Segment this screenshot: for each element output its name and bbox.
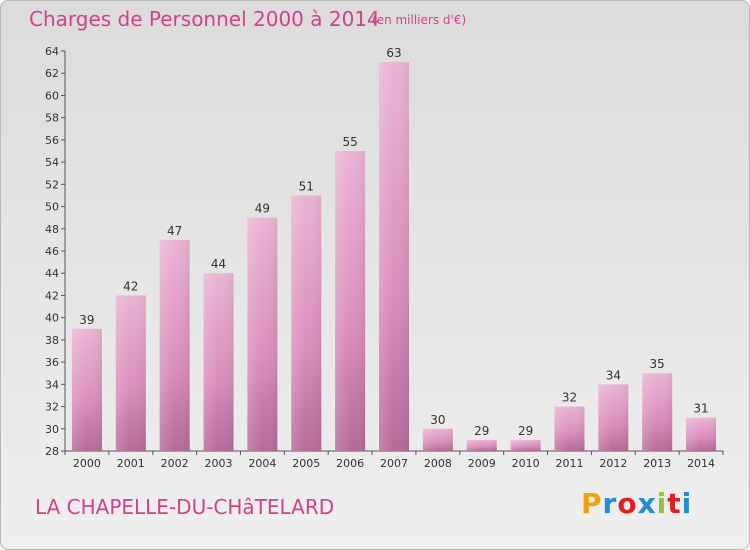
y-tick-label: 34 bbox=[45, 378, 59, 391]
logo-letter: P bbox=[581, 487, 603, 520]
y-tick-label: 60 bbox=[45, 89, 59, 102]
y-tick-label: 44 bbox=[45, 267, 59, 280]
data-label: 51 bbox=[299, 179, 314, 193]
data-label: 29 bbox=[474, 424, 489, 438]
bar-shade bbox=[335, 151, 366, 451]
data-label: 34 bbox=[606, 368, 621, 382]
logo-letter: i bbox=[681, 487, 693, 520]
y-tick-label: 48 bbox=[45, 223, 59, 236]
data-label: 30 bbox=[430, 413, 445, 427]
x-tick-label: 2010 bbox=[512, 457, 540, 470]
bar-shade bbox=[686, 417, 717, 451]
x-tick-label: 2013 bbox=[643, 457, 671, 470]
x-tick-label: 2009 bbox=[468, 457, 496, 470]
y-tick-label: 30 bbox=[45, 423, 59, 436]
logo-letter: o bbox=[617, 487, 638, 520]
y-tick-label: 38 bbox=[45, 334, 59, 347]
data-label: 29 bbox=[518, 424, 533, 438]
bar-shade bbox=[247, 217, 278, 451]
x-tick-label: 2014 bbox=[687, 457, 715, 470]
x-tick-label: 2004 bbox=[248, 457, 276, 470]
logo-letter: i bbox=[656, 487, 668, 520]
bar-shade bbox=[554, 406, 585, 451]
bar-shade bbox=[379, 62, 409, 451]
x-tick-label: 2012 bbox=[599, 457, 627, 470]
data-label: 32 bbox=[562, 391, 577, 405]
bar-shade bbox=[203, 273, 234, 451]
y-tick-label: 40 bbox=[45, 312, 59, 325]
data-label: 63 bbox=[386, 46, 401, 60]
data-label: 42 bbox=[123, 279, 138, 293]
bar-shade bbox=[510, 439, 541, 451]
bar-shade bbox=[291, 195, 322, 451]
y-tick-label: 58 bbox=[45, 112, 59, 125]
y-tick-label: 36 bbox=[45, 356, 59, 369]
bar-shade bbox=[422, 428, 453, 451]
x-tick-label: 2006 bbox=[336, 457, 364, 470]
data-label: 47 bbox=[167, 224, 182, 238]
y-tick-label: 64 bbox=[45, 45, 59, 58]
y-tick-label: 54 bbox=[45, 156, 59, 169]
data-label: 39 bbox=[79, 313, 94, 327]
y-tick-label: 62 bbox=[45, 67, 59, 80]
x-tick-label: 2002 bbox=[161, 457, 189, 470]
x-tick-label: 2005 bbox=[292, 457, 320, 470]
y-tick-label: 28 bbox=[45, 445, 59, 458]
bar-shade bbox=[115, 295, 146, 451]
logo-letter: r bbox=[602, 487, 618, 520]
y-tick-label: 56 bbox=[45, 134, 59, 147]
logo-letter: t bbox=[667, 487, 682, 520]
chart-subtitle: (en milliers d'€) bbox=[372, 13, 467, 27]
chart-title: Charges de Personnel 2000 à 2014 bbox=[29, 7, 380, 31]
bar-shade bbox=[642, 373, 673, 451]
data-label: 44 bbox=[211, 257, 226, 271]
y-tick-label: 50 bbox=[45, 201, 59, 214]
y-tick-label: 46 bbox=[45, 245, 59, 258]
data-label: 31 bbox=[693, 402, 708, 416]
x-tick-label: 2011 bbox=[555, 457, 583, 470]
bar-shade bbox=[71, 328, 102, 451]
x-tick-label: 2008 bbox=[424, 457, 452, 470]
y-tick-label: 32 bbox=[45, 401, 59, 414]
data-label: 35 bbox=[650, 357, 665, 371]
logo-letter: x bbox=[637, 487, 657, 520]
commune-name: LA CHAPELLE-DU-CHâTELARD bbox=[35, 495, 335, 519]
x-tick-label: 2007 bbox=[380, 457, 408, 470]
y-tick-label: 42 bbox=[45, 289, 59, 302]
x-tick-label: 2003 bbox=[205, 457, 233, 470]
y-tick-label: 52 bbox=[45, 178, 59, 191]
bar-shade bbox=[598, 384, 629, 451]
bar-shade bbox=[159, 239, 190, 451]
data-label: 49 bbox=[255, 202, 270, 216]
x-tick-label: 2000 bbox=[73, 457, 101, 470]
bar-shade bbox=[466, 439, 497, 451]
proxiti-logo[interactable]: Proxiti bbox=[581, 487, 692, 520]
x-tick-label: 2001 bbox=[117, 457, 145, 470]
data-label: 55 bbox=[342, 135, 357, 149]
